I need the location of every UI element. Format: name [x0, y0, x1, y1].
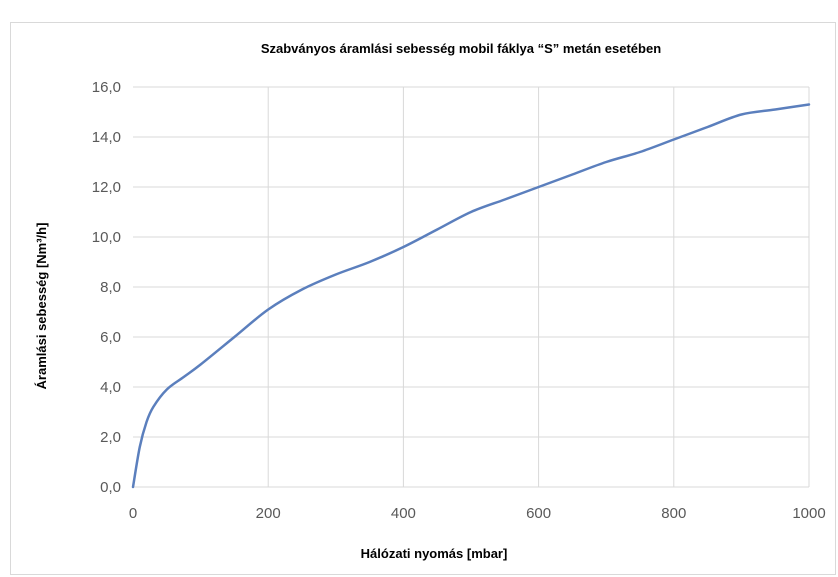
line-chart: 0,0 2,0 4,0 6,0 8,0 10,0 12,0 14,0 16,0 0 200 400 6… — [34, 41, 826, 561]
series-line — [131, 103, 811, 489]
x-tick-labels: 0 200 400 600 800 1000 — [129, 505, 826, 522]
y-gridlines — [133, 86, 809, 488]
x-axis-label: Hálózati nyomás [mbar] — [361, 546, 508, 561]
y-tick-label: 6,0 — [100, 329, 121, 346]
y-axis-label: Áramlási sebesség [Nm³/h] — [34, 223, 49, 390]
y-tick-labels: 0,0 2,0 4,0 6,0 8,0 10,0 12,0 14,0 16,0 — [92, 79, 121, 496]
y-tick-label: 8,0 — [100, 279, 121, 296]
x-tick-label: 400 — [391, 505, 416, 522]
x-tick-label: 0 — [129, 505, 137, 522]
chart-title: Szabványos áramlási sebesség mobil fákly… — [261, 41, 661, 56]
x-tick-label: 600 — [526, 505, 551, 522]
series-points — [131, 103, 811, 490]
y-tick-label: 16,0 — [92, 79, 121, 96]
y-tick-label: 14,0 — [92, 129, 121, 146]
x-tick-label: 800 — [661, 505, 686, 522]
x-gridlines — [267, 87, 810, 487]
y-tick-label: 10,0 — [92, 229, 121, 246]
x-tick-label: 200 — [256, 505, 281, 522]
chart-frame: 0,0 2,0 4,0 6,0 8,0 10,0 12,0 14,0 16,0 0 200 400 6… — [10, 22, 836, 575]
y-tick-label: 2,0 — [100, 429, 121, 446]
y-tick-label: 0,0 — [100, 479, 121, 496]
x-tick-label: 1000 — [792, 505, 825, 522]
y-tick-label: 4,0 — [100, 379, 121, 396]
y-tick-label: 12,0 — [92, 179, 121, 196]
